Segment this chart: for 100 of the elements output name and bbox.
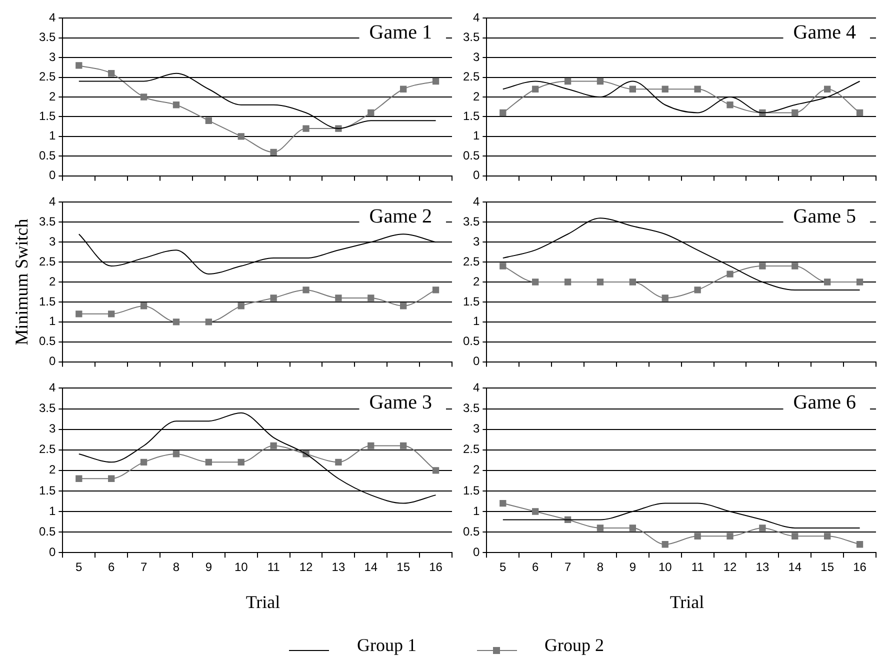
y-tick-label: 0.5 (462, 524, 480, 538)
y-tick-label: 1 (472, 128, 480, 143)
y-tick-label: 4 (472, 10, 480, 25)
point (564, 78, 572, 85)
y-tick-label: 1.5 (38, 294, 56, 308)
y-tick-label: 3 (48, 50, 56, 64)
x-tick-label: 5 (76, 560, 83, 574)
x-tick-label: 10 (234, 560, 248, 574)
y-tick-label: 1 (48, 504, 56, 518)
point (108, 70, 115, 77)
point (335, 458, 342, 466)
y-tick-label: 2 (48, 89, 56, 104)
y-tick-label: 2 (472, 462, 480, 477)
y-tick-label: 2 (48, 274, 56, 288)
point (172, 102, 180, 108)
point (792, 262, 798, 270)
y-tick-label: 1 (48, 128, 56, 143)
point (238, 133, 244, 140)
point (564, 278, 572, 286)
point (856, 278, 864, 286)
point (76, 62, 82, 69)
point (432, 467, 440, 474)
point (726, 102, 734, 108)
x-tick-label: 7 (564, 560, 572, 574)
point (205, 458, 212, 466)
chart-title: Game 1 (369, 21, 432, 44)
x-tick-label: 14 (788, 560, 802, 574)
y-tick-label: 1.5 (38, 483, 56, 498)
point (400, 302, 407, 310)
point (596, 278, 604, 286)
chart-title: Game 3 (369, 391, 432, 414)
y-tick-label: 2.5 (462, 254, 480, 268)
y-tick-label: 0 (472, 544, 480, 559)
x-tick-label: 7 (140, 560, 148, 574)
point (500, 109, 506, 116)
point (302, 286, 310, 294)
y-tick-label: 4 (48, 380, 56, 395)
x-tick-label: 8 (596, 560, 604, 574)
point (726, 270, 734, 278)
chart-title: Game 4 (793, 21, 856, 44)
y-tick-label: 3 (472, 422, 480, 436)
y-tick-label: 0 (472, 354, 480, 368)
y-tick-label: 4 (472, 194, 480, 209)
point (432, 286, 440, 294)
y-tick-label: 1 (472, 314, 480, 328)
y-tick-label: 2 (472, 89, 480, 104)
y-tick-label: 4 (472, 380, 480, 395)
y-tick-label: 0 (48, 168, 56, 182)
x-tick-label: 9 (629, 560, 636, 574)
point (792, 109, 798, 116)
point (270, 442, 277, 450)
y-tick-label: 2 (472, 274, 480, 288)
x-tick-label: 12 (299, 560, 313, 574)
x-tick-label: 6 (108, 560, 116, 574)
point (629, 524, 636, 532)
point (824, 278, 831, 286)
point (500, 262, 506, 270)
y-tick-label: 3.5 (462, 214, 480, 228)
x-tick-label: 11 (267, 560, 280, 574)
y-tick-label: 1 (48, 314, 56, 328)
point (368, 294, 374, 302)
point (140, 94, 148, 100)
y-tick-label: 1.5 (462, 109, 480, 124)
y-tick-label: 0 (48, 354, 56, 368)
y-tick-label: 4 (48, 10, 56, 25)
x-tick-label: 13 (332, 560, 346, 574)
point (302, 125, 310, 132)
point (596, 78, 604, 85)
point (662, 86, 668, 92)
y-tick-label: 2.5 (462, 70, 480, 84)
point (500, 500, 506, 507)
chart-title: Game 2 (369, 205, 432, 228)
legend-label: Group 1 (357, 635, 416, 656)
point (140, 302, 148, 310)
x-tick-label: 5 (500, 560, 507, 574)
point (532, 86, 539, 92)
chart-title: Game 5 (793, 205, 856, 228)
y-tick-label: 1.5 (462, 294, 480, 308)
x-tick-label: 16 (429, 560, 443, 574)
point (532, 508, 539, 515)
y-tick-label: 3 (48, 234, 56, 248)
point (824, 86, 831, 92)
y-tick-label: 0.5 (38, 148, 56, 162)
y-tick-label: 4 (48, 194, 56, 209)
y-tick-label: 0 (48, 544, 56, 559)
point (726, 532, 734, 540)
y-tick-label: 0.5 (462, 148, 480, 162)
x-tick-label: 12 (723, 560, 737, 574)
point (662, 294, 668, 302)
point (238, 458, 244, 466)
point (400, 86, 407, 92)
y-tick-label: 3 (472, 50, 480, 64)
x-tick-label: 11 (691, 560, 704, 574)
point (629, 86, 636, 92)
point (432, 78, 440, 85)
y-axis-title: Minimum Switch (12, 218, 32, 346)
y-tick-label: 1.5 (462, 483, 480, 498)
point (368, 442, 374, 450)
point (662, 541, 668, 548)
point (108, 475, 115, 482)
